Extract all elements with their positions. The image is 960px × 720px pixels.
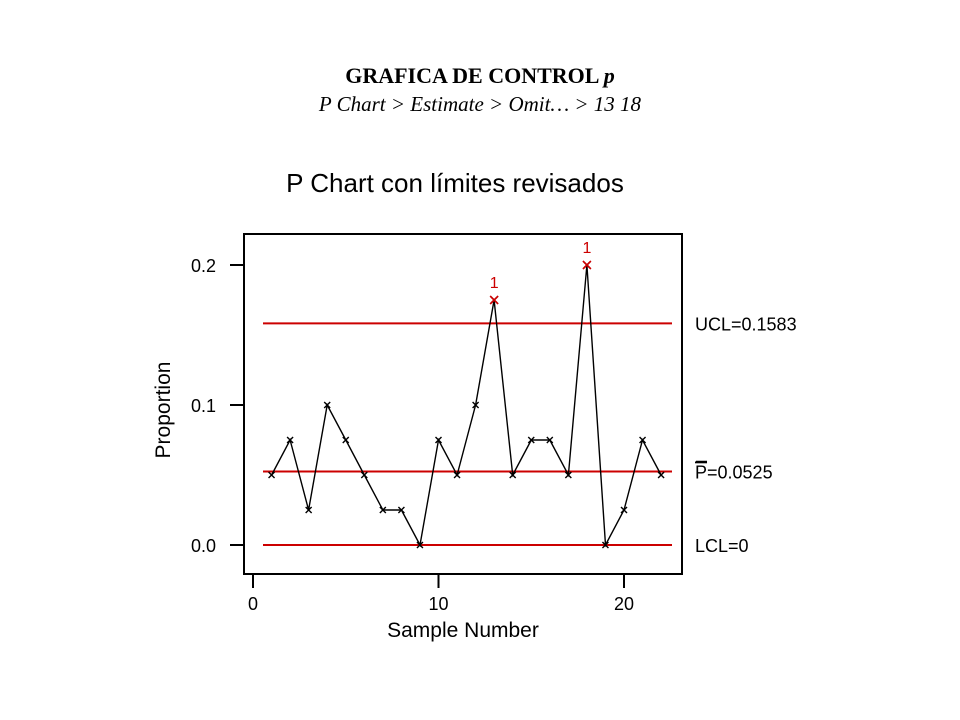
flag-label: 1	[582, 240, 591, 257]
y-axis: 0.0 0.1 0.2	[191, 256, 244, 556]
control-line-label-ucl: UCL=0.1583	[695, 314, 797, 334]
x-axis: 0 10 20	[248, 574, 634, 614]
control-line-label-center: P=0.0525	[695, 463, 773, 483]
series-line	[272, 265, 661, 545]
x-tick-label: 20	[614, 594, 634, 614]
y-tick-label: 0.1	[191, 396, 216, 416]
plot-frame	[244, 234, 682, 574]
data-point	[269, 472, 275, 478]
data-points	[269, 262, 665, 548]
data-point	[361, 472, 367, 478]
y-axis-label: Proportion	[152, 362, 175, 459]
x-tick-label: 0	[248, 594, 258, 614]
chart-title: P Chart con límites revisados	[286, 168, 624, 198]
flagged-point: 1	[582, 240, 591, 269]
data-point	[658, 472, 664, 478]
data-point	[343, 437, 349, 443]
control-line-label-lcl: LCL=0	[695, 536, 749, 556]
flagged-points: 11	[490, 240, 592, 304]
y-tick-label: 0.0	[191, 536, 216, 556]
x-axis-label: Sample Number	[387, 619, 539, 642]
flagged-point: 1	[490, 275, 499, 304]
x-tick-label: 10	[428, 594, 448, 614]
y-tick-label: 0.2	[191, 256, 216, 276]
flag-label: 1	[490, 275, 499, 292]
series	[272, 265, 661, 545]
